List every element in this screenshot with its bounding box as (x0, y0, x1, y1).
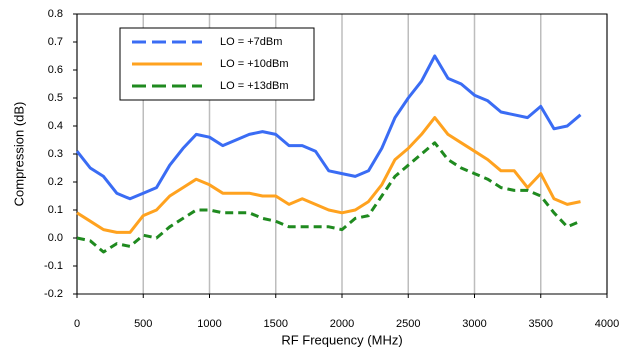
y-tick-label: 0.4 (48, 120, 63, 132)
legend-label: LO = +7dBm (220, 36, 282, 48)
x-tick-label: 4000 (595, 318, 619, 330)
x-axis-label: RF Frequency (MHz) (281, 332, 402, 347)
series-line (76, 141, 582, 254)
y-tick-label: -0.2 (44, 288, 63, 300)
y-axis-label: Compression (dB) (11, 102, 26, 207)
y-tick-label: 0.0 (48, 232, 63, 244)
y-tick-label: -0.1 (44, 260, 63, 272)
series-line (75, 54, 582, 201)
legend-label: LO = +10dBm (220, 58, 289, 70)
x-tick-label: 1000 (197, 318, 221, 330)
x-tick-label: 500 (134, 318, 152, 330)
legend-label: LO = +13dBm (220, 80, 289, 92)
y-tick-label: 0.6 (48, 64, 63, 76)
series-line (76, 116, 581, 234)
x-tick-label: 3000 (462, 318, 486, 330)
x-tick-label: 3500 (529, 318, 553, 330)
y-tick-label: 0.1 (48, 204, 63, 216)
x-tick-label: 1500 (264, 318, 288, 330)
y-tick-label: 0.3 (48, 148, 63, 160)
y-tick-label: 0.7 (48, 36, 63, 48)
y-tick-label: 0.5 (48, 92, 63, 104)
x-tick-label: 0 (74, 318, 80, 330)
y-tick-label: 0.8 (48, 8, 63, 20)
plot-frame (76, 13, 608, 295)
y-tick-label: 0.2 (48, 176, 63, 188)
x-tick-label: 2000 (330, 318, 354, 330)
x-tick-label: 2500 (396, 318, 420, 330)
